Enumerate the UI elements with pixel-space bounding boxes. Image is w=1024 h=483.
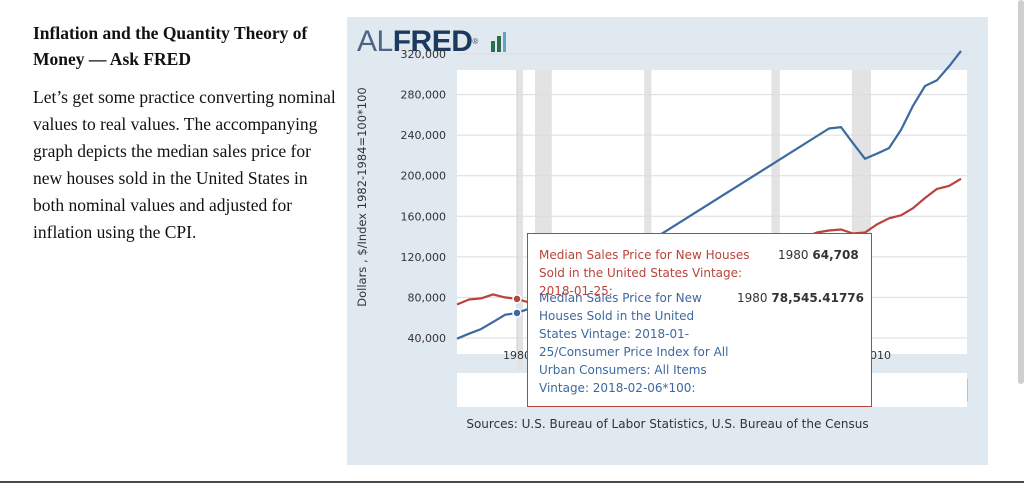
- page-bottom-border: [0, 481, 1024, 483]
- y-tick-label: 160,000: [401, 210, 447, 223]
- y-tick-label: 280,000: [401, 89, 447, 102]
- tooltip-series1-value-row: 1980 64,708: [778, 246, 859, 264]
- tooltip-series2-value-row: 1980 78,545.41776: [737, 289, 864, 307]
- recession-band: [517, 70, 523, 370]
- fred-graph-panel: ALFRED® 40,000 80,000 120,000 160,000 200,00…: [347, 17, 988, 465]
- article-text-panel: Inflation and the Quantity Theory of Mon…: [33, 20, 343, 246]
- logo-trademark: ®: [472, 37, 478, 46]
- series-nominal-line: [456, 50, 962, 340]
- hover-tooltip: Median Sales Price for New Houses Sold i…: [527, 233, 872, 407]
- tooltip-series2-name: Median Sales Price for New Houses Sold i…: [539, 291, 729, 395]
- x-tick-label: 1980: [503, 349, 531, 362]
- tooltip-series2-date: 1980: [737, 291, 768, 305]
- hover-marker-nominal: [512, 308, 522, 318]
- alfred-logo[interactable]: ALFRED®: [357, 25, 506, 59]
- tooltip-series2-value: 78,545.41776: [771, 291, 864, 305]
- y-tick-labels: 40,000 80,000 120,000 160,000 200,000 240,000…: [401, 48, 447, 345]
- hover-markers: [512, 70, 522, 354]
- article-body: Let’s get some practice converting nomin…: [33, 87, 336, 242]
- tooltip-series1-name: Median Sales Price for New Houses Sold i…: [539, 248, 750, 298]
- page-scrollbar[interactable]: [1018, 0, 1024, 384]
- article-title: Inflation and the Quantity Theory of Mon…: [33, 23, 308, 69]
- sources-note: Sources: U.S. Bureau of Labor Statistics…: [466, 417, 869, 431]
- y-tick-label: 200,000: [401, 170, 447, 183]
- logo-bars-icon: [490, 32, 506, 52]
- y-tick-label: 40,000: [408, 332, 447, 345]
- y-tick-label: 80,000: [408, 291, 447, 304]
- y-axis-label: Dollars , $/Index 1982-1984=100*100: [355, 87, 369, 307]
- recession-band: [771, 70, 780, 370]
- tooltip-series1: Median Sales Price for New Houses Sold i…: [539, 246, 779, 300]
- hover-marker-real: [512, 294, 522, 304]
- tooltip-series1-date: 1980: [778, 248, 809, 262]
- y-tick-label: 320,000: [401, 48, 447, 61]
- y-tick-label: 240,000: [401, 129, 447, 142]
- tooltip-series2: Median Sales Price for New Houses Sold i…: [539, 289, 729, 397]
- logo-al-text: AL: [357, 25, 393, 58]
- tooltip-series1-value: 64,708: [812, 248, 859, 262]
- recession-band: [644, 70, 652, 370]
- y-tick-label: 120,000: [401, 251, 447, 264]
- logo-fred-text: FRED: [392, 25, 473, 58]
